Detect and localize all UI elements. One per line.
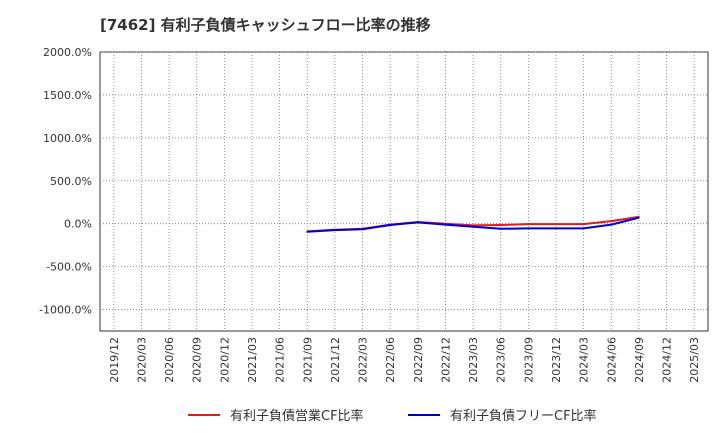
data-point <box>610 220 613 222</box>
data-point <box>306 231 309 233</box>
x-tick-label: 2025/03 <box>688 337 701 383</box>
data-point <box>472 225 474 228</box>
legend-label: 有利子負債営業CF比率 <box>230 408 364 424</box>
data-point <box>334 229 336 231</box>
legend: 有利子負債営業CF比率 有利子負債フリーCF比率 <box>188 408 597 424</box>
chart-title: [7462] 有利子負債キャッシュフロー比率の推移 <box>100 16 431 34</box>
x-tick-label: 2024/09 <box>633 337 646 383</box>
x-tick-label: 2021/12 <box>329 337 342 383</box>
data-point <box>499 228 502 230</box>
x-tick-label: 2020/12 <box>218 337 231 383</box>
x-tick-label: 2023/09 <box>522 337 535 383</box>
data-point <box>527 227 530 230</box>
y-axis-ticks: 2000.0% 1500.0% 1000.0% 500.0% 0.0% -500.0% -1… <box>39 46 92 317</box>
y-tick-label: 500.0% <box>50 175 92 188</box>
data-point <box>555 223 557 225</box>
data-point <box>638 216 640 219</box>
data-point <box>499 224 502 226</box>
x-tick-label: 2023/03 <box>467 337 480 383</box>
x-tick-label: 2022/12 <box>439 337 452 383</box>
x-tick-label: 2023/06 <box>495 337 508 383</box>
y-tick-label: 2000.0% <box>43 46 92 59</box>
data-point <box>610 223 613 226</box>
data-point <box>582 227 585 230</box>
x-tick-label: 2023/12 <box>550 337 563 383</box>
x-axis-ticks: 2019/12 2020/03 2020/06 2020/09 2020/12 2021/… <box>108 337 701 383</box>
plot-area <box>99 51 709 332</box>
x-tick-label: 2021/03 <box>246 337 259 383</box>
data-point <box>527 223 530 225</box>
legend-label: 有利子負債フリーCF比率 <box>450 408 597 424</box>
x-tick-label: 2021/09 <box>301 337 314 383</box>
x-tick-label: 2020/06 <box>163 337 176 383</box>
x-tick-label: 2022/06 <box>384 337 397 383</box>
x-tick-label: 2024/03 <box>578 337 591 383</box>
data-point <box>389 224 391 226</box>
y-tick-label: 1000.0% <box>43 132 92 145</box>
y-tick-label: 1500.0% <box>43 89 92 102</box>
data-point <box>417 221 419 224</box>
x-tick-label: 2024/12 <box>661 337 674 383</box>
series-lines <box>306 215 640 233</box>
x-tick-label: 2024/06 <box>605 337 618 383</box>
y-tick-label: -1000.0% <box>39 304 92 317</box>
data-point <box>555 227 557 230</box>
x-tick-label: 2019/12 <box>108 337 121 383</box>
y-tick-label: -500.0% <box>46 261 92 274</box>
x-tick-label: 2022/09 <box>412 337 425 383</box>
x-tick-label: 2021/06 <box>274 337 287 383</box>
data-point <box>361 228 364 231</box>
data-point <box>444 223 447 226</box>
plot-frame <box>99 51 709 332</box>
data-point <box>582 223 585 225</box>
y-tick-label: 0.0% <box>64 218 92 231</box>
x-tick-label: 2020/09 <box>191 337 204 383</box>
x-tick-label: 2020/03 <box>135 337 148 383</box>
x-tick-label: 2022/03 <box>357 337 370 383</box>
